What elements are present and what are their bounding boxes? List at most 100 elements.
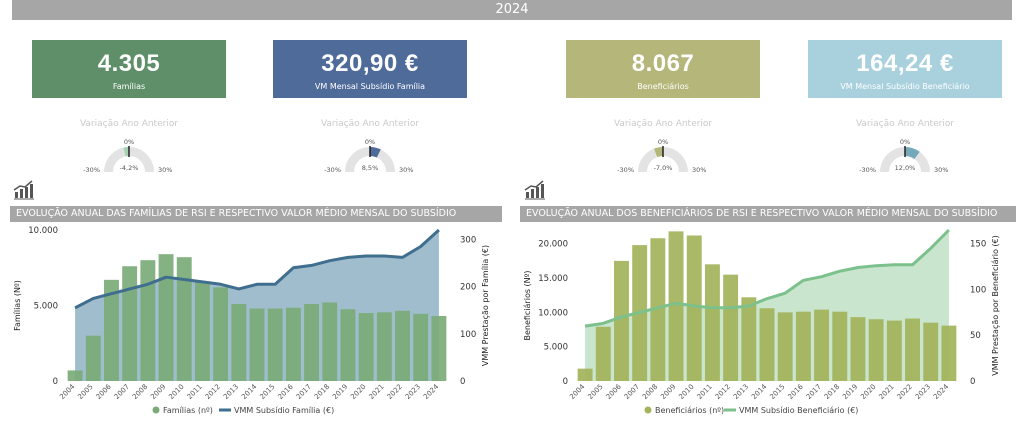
legend-label: VMM Subsídio Beneficiário (€) [739, 406, 858, 415]
kpi-card-vm-subsidio-familia[interactable]: 320,90 € VM Mensal Subsídio Família [273, 40, 467, 98]
x-tick-label: 2012 [204, 383, 222, 401]
gauge-min-label: -30% [324, 166, 341, 174]
bar-2014 [760, 308, 775, 381]
gauge-value-label: 12,0% [895, 164, 916, 172]
x-tick-label: 2008 [131, 383, 149, 401]
x-tick-label: 2024 [932, 382, 951, 401]
x-tick-label: 2012 [714, 383, 732, 401]
x-tick-label: 2006 [95, 382, 114, 401]
kpi-card-beneficiarios[interactable]: 8.067 Beneficiários [566, 40, 760, 98]
x-tick-label: 2015 [258, 383, 276, 401]
kpi-value: 164,24 € [808, 50, 1002, 78]
x-tick-label: 2004 [58, 382, 77, 401]
gauge-value-label: -4,2% [120, 164, 139, 172]
bar-2009 [159, 254, 174, 381]
y-right-tick-label: 0 [970, 377, 975, 387]
kpi-card-familias[interactable]: 4.305 Famílias [32, 40, 226, 98]
x-tick-label: 2005 [586, 383, 604, 401]
bar-chart-icon [524, 180, 546, 200]
year-header: 2024 [12, 0, 1012, 20]
x-tick-label: 2022 [386, 383, 404, 401]
x-tick-label: 2019 [841, 383, 859, 401]
y-tick-label: 5.000 [34, 302, 58, 312]
kpi-label: VM Mensal Subsídio Família [273, 82, 467, 92]
y-right-tick-label: 50 [970, 331, 981, 341]
bar-2013 [231, 304, 246, 381]
x-tick-label: 2009 [149, 383, 167, 401]
bar-2005 [86, 336, 101, 381]
x-tick-label: 2022 [896, 383, 914, 401]
bar-2020 [869, 319, 884, 381]
x-tick-label: 2016 [787, 382, 806, 401]
y-right-tick-label: 150 [970, 240, 986, 250]
gauge-value-arc [370, 152, 379, 154]
kpi-value: 320,90 € [273, 50, 467, 78]
section-title-beneficiarios: EVOLUÇÃO ANUAL DOS BENEFICIÁRIOS DE RSI … [520, 206, 1016, 222]
bar-2007 [122, 266, 137, 381]
bar-2012 [723, 275, 738, 381]
x-tick-label: 2014 [750, 382, 769, 401]
bar-2017 [304, 304, 319, 381]
bar-2018 [832, 312, 847, 381]
gauge-zero-label: 0% [365, 138, 375, 146]
bar-2016 [286, 308, 301, 381]
gauge-zero-label: 0% [658, 138, 668, 146]
section-title-familias: EVOLUÇÃO ANUAL DAS FAMÍLIAS DE RSI E RES… [10, 206, 502, 222]
bar-2012 [213, 287, 228, 381]
gauge-max-label: 30% [692, 166, 706, 174]
y-right-axis-title: VMM Prestação por Família (€) [481, 245, 490, 366]
y-tick-label: 20.000 [538, 240, 568, 250]
bar-2018 [322, 302, 337, 381]
x-tick-label: 2007 [623, 383, 641, 401]
gauge-title: Variação Ano Anterior [273, 119, 467, 129]
bar-2023 [413, 314, 428, 381]
bar-2019 [340, 309, 355, 381]
x-tick-label: 2008 [641, 383, 659, 401]
gauge-max-label: 30% [934, 166, 948, 174]
y-right-axis-title: VMM Prestação por Beneficiário (€) [991, 235, 1000, 376]
bar-2023 [923, 323, 938, 381]
y-tick-label: 15.000 [538, 274, 568, 284]
kpi-value: 8.067 [566, 50, 760, 78]
gauge-zero-label: 0% [124, 138, 134, 146]
y-tick-label: 0 [53, 377, 58, 387]
gauge-min-label: -30% [617, 166, 634, 174]
y-tick-label: 10.000 [28, 226, 58, 236]
x-tick-label: 2005 [76, 383, 94, 401]
x-tick-label: 2023 [914, 383, 932, 401]
legend-label: VMM Subsídio Família (€) [234, 406, 334, 415]
bar-2024 [941, 326, 956, 381]
bar-2013 [741, 297, 756, 381]
gauge-value-label: 8,5% [362, 164, 379, 172]
kpi-card-vm-subsidio-beneficiario[interactable]: 164,24 € VM Mensal Subsídio Beneficiário [808, 40, 1002, 98]
y-right-tick-label: 100 [970, 285, 986, 295]
bar-2017 [814, 310, 829, 381]
kpi-label: Famílias [32, 82, 226, 92]
x-tick-label: 2024 [422, 382, 441, 401]
x-tick-label: 2023 [404, 383, 422, 401]
legend-marker-bar [153, 407, 160, 414]
bar-2004 [68, 370, 83, 381]
x-tick-label: 2018 [823, 383, 841, 401]
bar-2020 [359, 313, 374, 381]
bar-2008 [140, 260, 155, 381]
y-axis-title: Famílias (Nº) [13, 280, 22, 331]
x-tick-label: 2019 [331, 383, 349, 401]
y-right-tick-label: 200 [460, 283, 476, 293]
bar-2015 [268, 309, 283, 381]
gauge-variacao-vm-familia: 0% 8,5% -30% 30% [273, 137, 467, 177]
gauge-min-label: -30% [859, 166, 876, 174]
gauge-variacao-vm-beneficiario: 0% 12,0% -30% 30% [808, 137, 1002, 177]
x-tick-label: 2021 [877, 383, 895, 401]
x-tick-label: 2010 [677, 383, 695, 401]
gauge-max-label: 30% [399, 166, 413, 174]
gauge-zero-label: 0% [900, 138, 910, 146]
x-tick-label: 2011 [696, 383, 714, 401]
x-tick-label: 2015 [768, 383, 786, 401]
legend-label: Beneficiários (nº) [655, 406, 724, 415]
legend-label: Famílias (nº) [163, 406, 213, 415]
gauge-value-arc [656, 152, 663, 153]
